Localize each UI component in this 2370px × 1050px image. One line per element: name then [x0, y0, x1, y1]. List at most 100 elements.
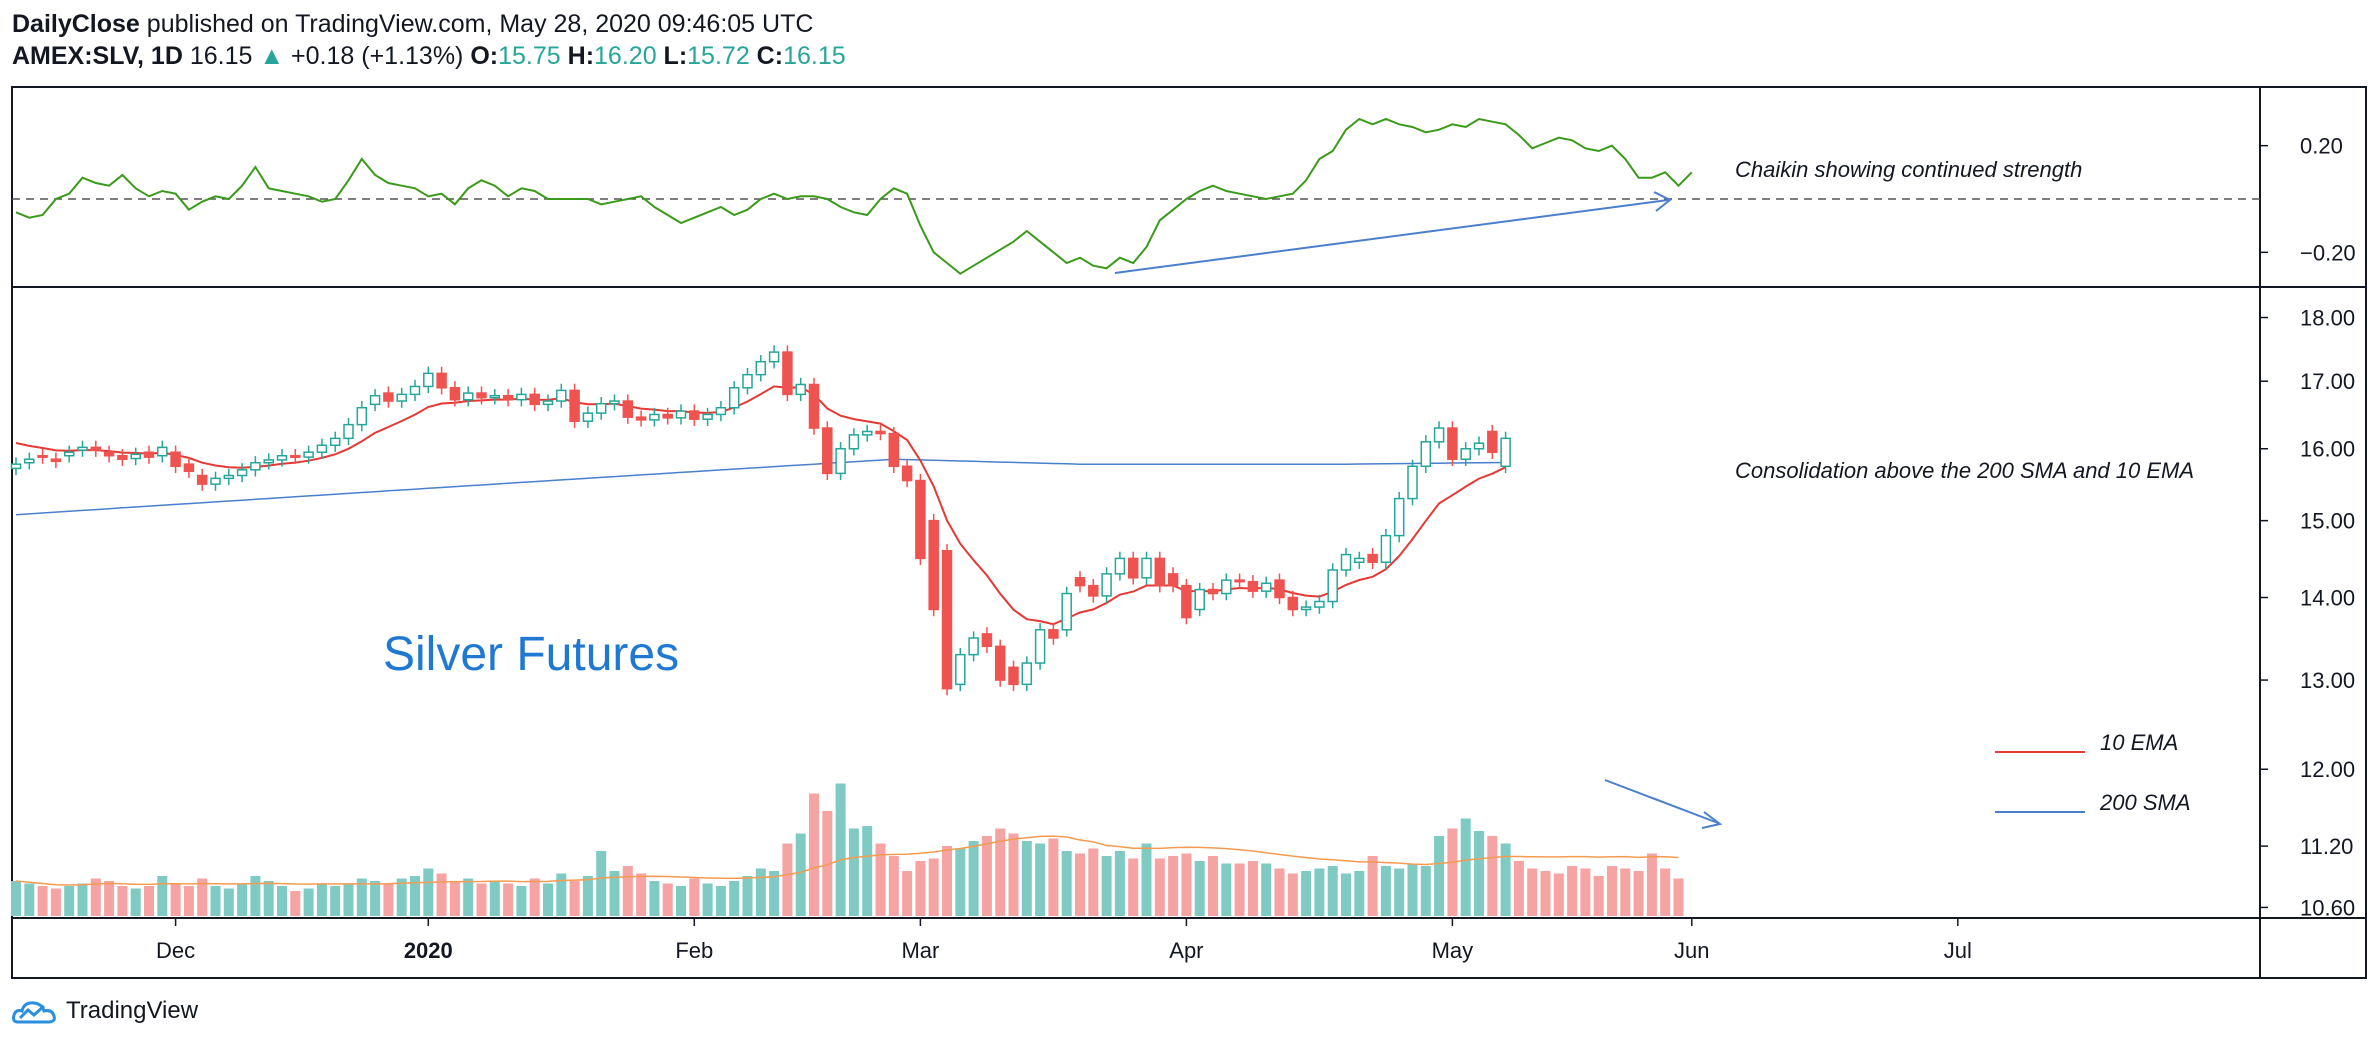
volume-bar [636, 873, 647, 916]
volume-ma-line [15, 835, 1679, 886]
candle-body [396, 393, 407, 402]
candle-body [77, 446, 88, 451]
volume-bar [1407, 863, 1418, 916]
volume-bar [1114, 851, 1125, 916]
candle-body [848, 434, 860, 450]
candlestick-series[interactable] [10, 345, 1511, 696]
candle-body [1340, 553, 1352, 571]
published-text: published on TradingView.com, May 28, 20… [146, 10, 814, 38]
volume-bar [1354, 871, 1365, 916]
volume-bar [1500, 843, 1511, 916]
time-tick-label: May [1432, 938, 1474, 963]
candle-body [1447, 427, 1458, 460]
price-tick-label: 17.00 [2300, 369, 2355, 394]
candle-body [1367, 553, 1378, 564]
chart-canvas[interactable]: 0.20 −0.20 18.00 17.00 16.00 15.00 14.00 13.00 1… [0, 0, 2370, 990]
volume-bar [928, 858, 939, 916]
candle-body [329, 437, 341, 447]
publisher-name[interactable]: DailyClose [12, 10, 140, 38]
volume-bar [1540, 871, 1551, 916]
volume-bar [104, 881, 115, 916]
candle-body [782, 351, 793, 396]
volume-bar [742, 876, 753, 916]
candle-body [50, 458, 62, 463]
volume-bar [782, 843, 793, 916]
volume-bar [1314, 868, 1325, 916]
volume-bar [77, 883, 88, 916]
candle-body [875, 430, 886, 435]
volume-bar [37, 886, 48, 916]
volume-arrowhead [1701, 811, 1723, 829]
volume-bar [144, 886, 154, 916]
volume-bar [862, 826, 873, 916]
volume-bar [250, 876, 261, 916]
close-value: 16.15 [783, 42, 846, 70]
volume-bar [915, 861, 926, 916]
volume-bar [1221, 863, 1232, 916]
symbol-label[interactable]: AMEX:SLV, 1D [12, 42, 183, 70]
volume-bar [1593, 876, 1604, 916]
candle-body [63, 451, 75, 457]
candle-body [157, 446, 168, 457]
candle-body [994, 645, 1006, 681]
volume-bar [396, 878, 407, 916]
candle-body [210, 477, 221, 485]
volume-bar [1035, 843, 1046, 916]
tradingview-logo[interactable]: TradingView [12, 996, 198, 1026]
candle-body [236, 469, 248, 477]
price-tick-label: 10.60 [2300, 895, 2355, 920]
candle-body [861, 430, 873, 436]
candle-body [569, 389, 580, 422]
candle-body [223, 474, 235, 480]
volume-bar [662, 883, 673, 916]
chaikin-pane[interactable] [12, 117, 2260, 275]
close-label: C: [756, 42, 784, 70]
volume-bar [356, 878, 367, 916]
candle-body [768, 351, 780, 363]
volume-bar [303, 888, 314, 916]
candle-body [715, 406, 727, 416]
candle-body [1114, 557, 1126, 575]
price-axes[interactable]: 0.20 −0.20 18.00 17.00 16.00 15.00 14.00 13.00 1… [156, 134, 2356, 963]
candle-body [196, 474, 208, 485]
candle-body [516, 393, 527, 401]
candle-body [1074, 577, 1086, 587]
candle-body [1021, 662, 1033, 686]
volume-bar [596, 851, 607, 916]
low-label: L: [663, 42, 688, 70]
candle-body [1008, 666, 1019, 686]
volume-pane [11, 783, 1684, 916]
candle-body [276, 454, 288, 461]
volume-bar [1434, 836, 1445, 916]
volume-bar [237, 883, 248, 916]
open-label: O: [470, 42, 499, 70]
price-tick-label: 13.00 [2300, 668, 2355, 693]
volume-bar [1208, 856, 1218, 916]
volume-bar [715, 886, 726, 916]
volume-bar [1261, 863, 1272, 916]
candle-body [103, 451, 115, 457]
volume-bar [809, 793, 819, 916]
candle-body [303, 451, 314, 458]
volume-bar [835, 783, 846, 916]
candle-body [742, 373, 753, 389]
volume-bar [1607, 866, 1617, 916]
candle-body [290, 454, 301, 458]
volume-bar [1367, 856, 1378, 916]
candle-body [130, 453, 141, 460]
volume-bar [1487, 836, 1498, 916]
time-tick-label: 2020 [404, 938, 453, 963]
volume-bar [848, 828, 859, 916]
volume-bar [1580, 868, 1591, 916]
volume-bar [277, 886, 287, 916]
volume-bar [729, 881, 740, 916]
candle-body [1194, 588, 1205, 611]
volume-bar [117, 886, 128, 916]
candle-body [263, 459, 274, 464]
candle-body [795, 383, 806, 396]
candle-body [595, 402, 607, 414]
candle-body [170, 451, 181, 468]
candle-body [1420, 441, 1432, 468]
volume-bar [622, 866, 633, 916]
candle-body [37, 454, 48, 458]
